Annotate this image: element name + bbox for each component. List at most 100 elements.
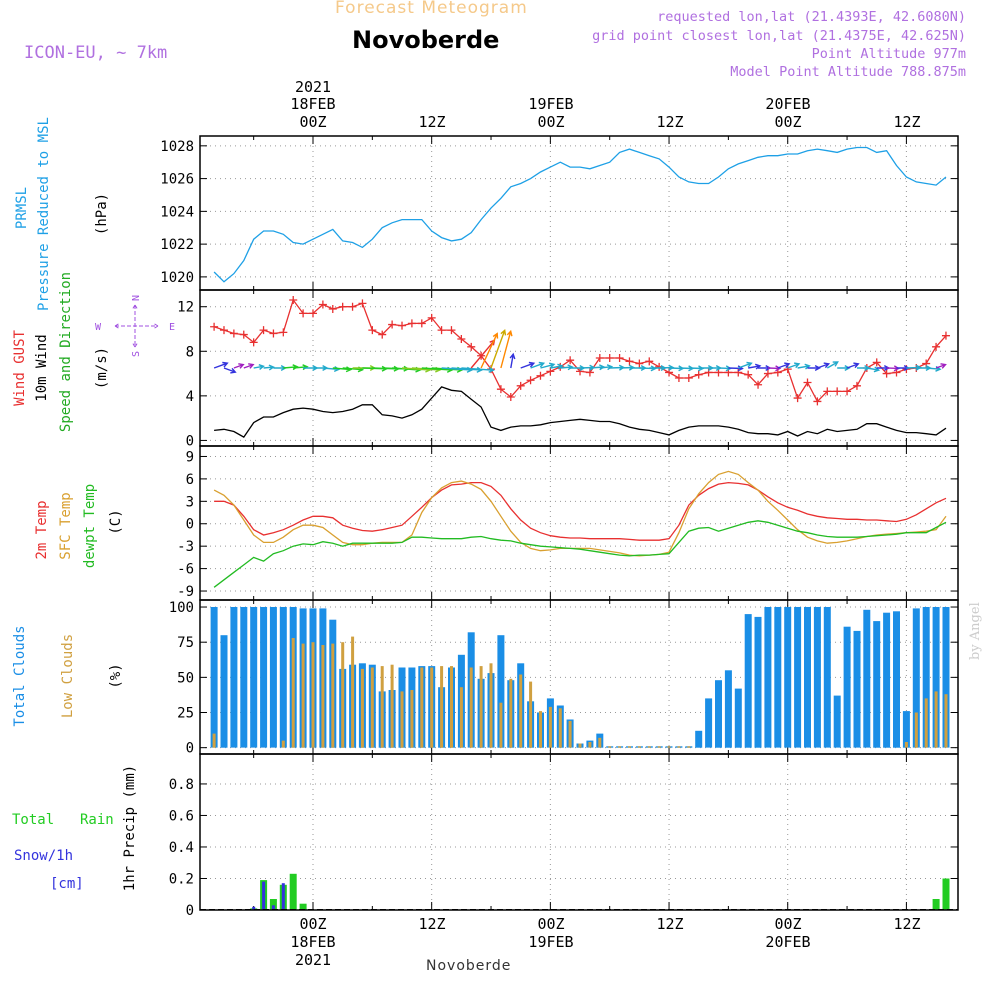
gust-point (309, 309, 317, 318)
wind-direction-arrow (530, 361, 546, 369)
snow-bar (252, 906, 256, 910)
gust-point (823, 387, 832, 396)
gust-point (368, 326, 377, 335)
wind-direction-arrow (560, 364, 574, 371)
series-prmsl (213, 146, 947, 283)
gust-point (635, 359, 644, 368)
series-dewpt-temp (213, 520, 947, 588)
snow-bar (262, 881, 266, 910)
wind-direction-arrow (509, 352, 516, 369)
wind-direction-arrow (748, 363, 762, 370)
prmsl-label: PRMSL (14, 187, 30, 229)
gust-point (378, 330, 387, 339)
y-tick-label: 0.6 (169, 808, 194, 824)
low-cloud-bar (440, 666, 444, 748)
wind-direction-arrow (520, 361, 536, 369)
total-cloud-bar (863, 609, 871, 748)
gust-point (645, 357, 654, 366)
y-tick-label: 0 (186, 517, 194, 533)
panel-frame (199, 135, 959, 291)
low-cloud-bar (944, 694, 948, 748)
panel-frame (199, 753, 959, 911)
top-axis-tick-label: 12Z (893, 113, 920, 131)
total-cloud-bar (873, 621, 881, 748)
gust-point (398, 321, 407, 330)
low-cloud-bar (281, 740, 285, 748)
y-tick-label: -3 (177, 539, 194, 555)
total-cloud-bar (715, 680, 722, 748)
y-tick-label: 100 (169, 600, 194, 616)
gust-point (615, 353, 624, 362)
rain-label: Rain (80, 812, 114, 828)
total-cloud-bar (734, 688, 742, 748)
y-tick-label: 1024 (160, 204, 194, 220)
y-tick-label: 0.4 (169, 840, 194, 856)
gust-point (536, 371, 545, 380)
low-cloud-bar (529, 681, 533, 748)
temp-sfc-label: SFC Temp (58, 492, 74, 559)
gust-point (833, 387, 842, 396)
footer-location: Novoberde (426, 958, 512, 974)
bottom-axis-tick-label: 00Z (299, 915, 326, 933)
low-cloud-bar (539, 711, 542, 748)
low-cloud-bar (469, 667, 473, 748)
bottom-axis-tick-label: 12Z (656, 915, 683, 933)
gust-point (754, 380, 763, 389)
wind-direction-arrow (243, 363, 255, 369)
total-cloud-bar (942, 607, 950, 748)
low-cloud-bar (430, 667, 434, 748)
top-axis-day-label: 19FEB (528, 95, 573, 113)
total-cloud-bar (902, 711, 910, 748)
wind-direction-arrow (490, 329, 507, 369)
top-axis-tick-label: 00Z (774, 113, 801, 131)
total-cloud-bar (210, 607, 218, 748)
y-tick-label: 4 (186, 389, 194, 405)
y-tick-label: 0 (186, 433, 194, 449)
model-label: ICON-EU, ~ 7km (24, 43, 168, 63)
wind-unit-label: (m/s) (94, 347, 110, 389)
total-cloud-bar (794, 607, 802, 748)
gust-point (210, 322, 219, 331)
total-cloud-bar (230, 607, 238, 748)
low-cloud-bar (588, 742, 592, 748)
low-cloud-bar (558, 708, 562, 748)
y-tick-label: 1026 (160, 172, 194, 188)
rain-bar (942, 878, 950, 910)
top-axis-day-label: 20FEB (765, 95, 810, 113)
gust-point (546, 367, 555, 376)
wind-direction-arrow (599, 364, 614, 371)
low-cloud-bar (212, 733, 216, 748)
wind-direction-arrow (777, 362, 791, 369)
total-cloud-bar (843, 626, 851, 748)
low-cloud-bar (628, 746, 631, 748)
wind-direction-arrow (500, 329, 513, 369)
gust-point (328, 304, 337, 313)
rain-bar (289, 873, 297, 910)
compass-arrows-icon (114, 304, 159, 348)
total-label: Total (12, 812, 54, 828)
snow-bar (281, 883, 285, 910)
y-tick-label: 9 (186, 449, 194, 465)
y-tick-label: 3 (186, 494, 194, 510)
bottom-axis-day-label: 20FEB (765, 933, 810, 951)
pressure-unit-label: (hPa) (94, 193, 110, 235)
wind-direction-arrow (738, 361, 753, 369)
total-cloud-bar (853, 630, 861, 748)
bottom-axis-year: 2021 (295, 951, 331, 969)
low-cloud-bar (301, 643, 305, 748)
wind-direction-arrow (253, 364, 265, 370)
total-cloud-bar (922, 607, 930, 748)
compass-north: N (131, 295, 142, 301)
wind-compass: N S W E (95, 295, 175, 357)
gust-point (793, 394, 802, 403)
wind-direction-arrow (213, 361, 229, 369)
gust-point (457, 335, 466, 344)
compass-south: S (131, 351, 142, 357)
low-cloud-bar (519, 674, 523, 748)
bottom-axis-day-label: 18FEB (290, 933, 335, 951)
wind-direction-arrow (263, 364, 275, 371)
total-cloud-bar (279, 607, 287, 748)
low-cloud-bar (618, 746, 622, 748)
gust-point (427, 313, 436, 322)
low-cloud-bar (499, 702, 503, 748)
